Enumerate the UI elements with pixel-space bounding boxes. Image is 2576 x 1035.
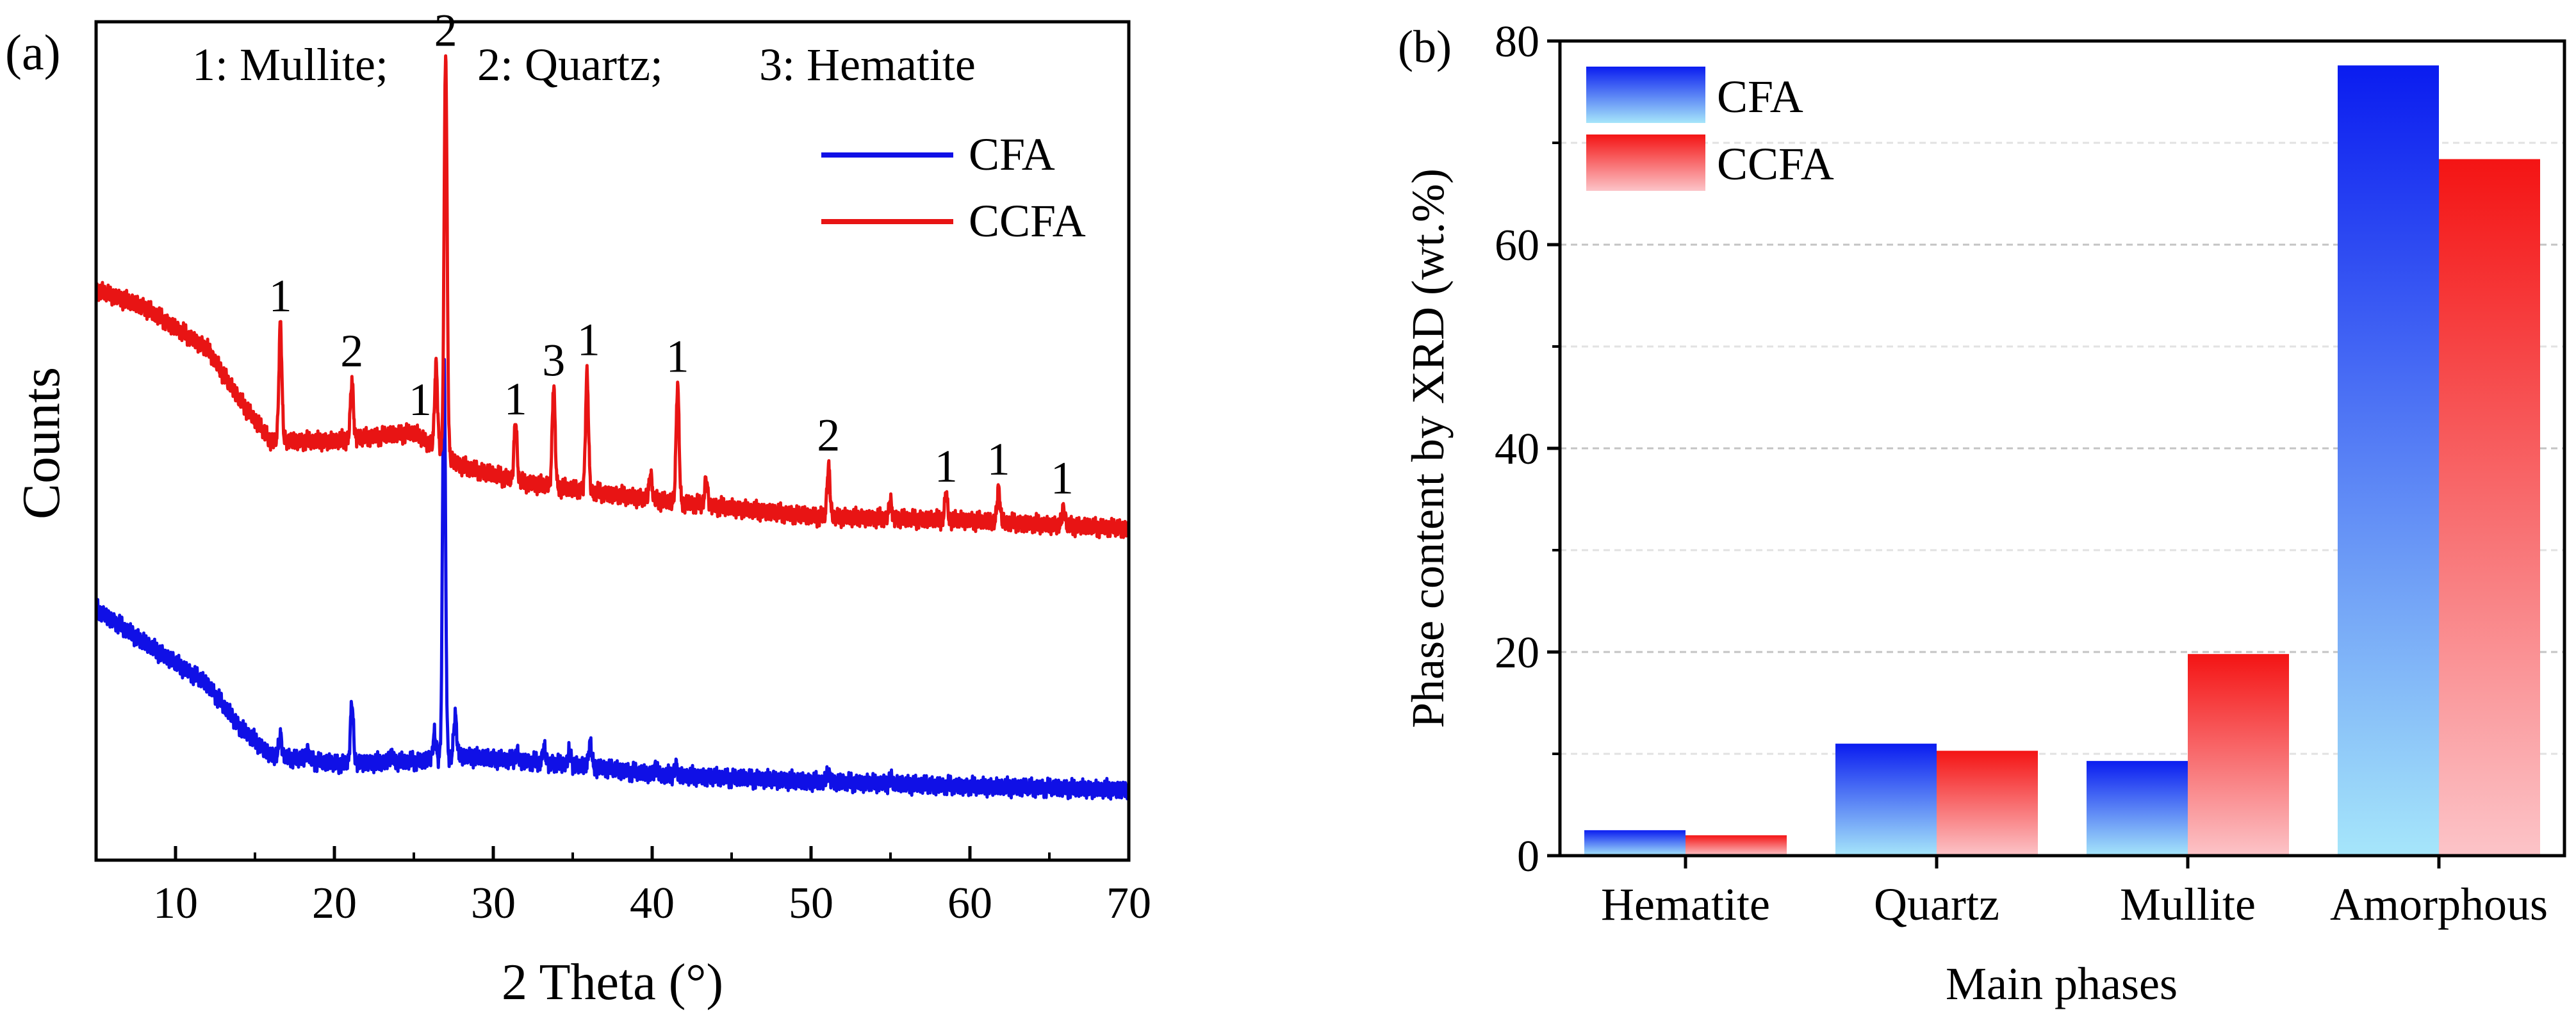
peak-label: 2 — [340, 325, 363, 377]
bar-ccfa-hematite — [1686, 835, 1787, 856]
bar-cfa-amorphous — [2338, 65, 2439, 856]
legend-label-cfa: CFA — [969, 129, 1055, 180]
series-line-cfa — [94, 357, 1131, 801]
x-tick-label: 70 — [1106, 879, 1151, 928]
x-tick-label: 60 — [948, 879, 992, 928]
y-tick-label: 80 — [1495, 17, 1539, 67]
peak-label: 1 — [269, 270, 292, 322]
x-axis-ticks-a: 10 20 30 40 50 60 70 — [95, 846, 1151, 928]
x-tick-label: 50 — [789, 879, 833, 928]
peak-label: 2 — [817, 409, 840, 460]
peak-label: 1 — [504, 373, 527, 425]
peak-label: 3 — [542, 335, 565, 386]
peak-label: 1 — [935, 441, 958, 492]
panel-a: (a) 1: Mullite; 2: Quartz; 3: Hematite 1… — [5, 4, 1151, 1011]
panel-b: (b) CFA CCFA 0 20 40 60 80 Hematite Quartz Mul… — [1398, 17, 2566, 1009]
x-tick-label: 10 — [153, 879, 198, 928]
phase-key-mullite: 1: Mullite; — [192, 39, 388, 90]
x-category-label: Amorphous — [2330, 879, 2548, 930]
bar-ccfa-quartz — [1937, 751, 2038, 856]
bar-group — [1584, 65, 2540, 856]
legend-swatch-cfa — [1586, 67, 1705, 123]
xrd-series-group — [94, 54, 1131, 801]
legend-label-ccfa: CCFA — [969, 195, 1086, 247]
y-axis-label-a: Counts — [12, 367, 71, 519]
panel-a-label: (a) — [5, 24, 61, 80]
y-tick-label: 60 — [1495, 221, 1539, 270]
plot-frame-a — [94, 20, 1131, 862]
x-category-label: Quartz — [1874, 879, 1999, 930]
x-category-label: Mullite — [2120, 879, 2256, 930]
x-tick-label: 40 — [630, 879, 675, 928]
x-tick-label: 30 — [471, 879, 516, 928]
y-tick-label: 0 — [1517, 832, 1539, 881]
grid-lines-b — [1560, 142, 2564, 755]
y-tick-label: 40 — [1495, 425, 1539, 474]
bar-cfa-hematite — [1584, 830, 1686, 856]
bar-cfa-mullite — [2087, 761, 2188, 856]
y-tick-label: 20 — [1495, 628, 1539, 678]
y-axis-label-b: Phase content by XRD (wt.%) — [1402, 168, 1454, 728]
phase-key-hematite: 3: Hematite — [759, 39, 976, 90]
peak-label: 2 — [434, 4, 457, 56]
series-line-ccfa — [94, 54, 1131, 539]
panel-b-label: (b) — [1398, 21, 1452, 72]
peak-label: 1 — [577, 314, 600, 366]
x-tick-label: 20 — [312, 879, 357, 928]
y-axis-ticks-b: 0 20 40 60 80 — [1495, 17, 1560, 881]
x-axis-label-a: 2 Theta (°) — [502, 954, 723, 1011]
legend-label-ccfa-b: CCFA — [1717, 138, 1834, 190]
x-category-label: Hematite — [1601, 879, 1770, 930]
peak-label: 1 — [666, 331, 689, 382]
bar-cfa-quartz — [1835, 744, 1937, 856]
bar-ccfa-amorphous — [2439, 159, 2540, 856]
legend-label-cfa-b: CFA — [1717, 71, 1803, 122]
x-axis-label-b: Main phases — [1946, 958, 2178, 1009]
phase-key-quartz: 2: Quartz; — [477, 39, 663, 90]
bar-ccfa-mullite — [2188, 654, 2289, 856]
x-axis-categories-b: Hematite Quartz Mullite Amorphous — [1601, 856, 2548, 930]
peak-label: 1 — [987, 434, 1010, 485]
peak-label: 1 — [409, 374, 432, 425]
peak-label: 1 — [1051, 452, 1074, 503]
legend-swatch-ccfa — [1586, 134, 1705, 191]
